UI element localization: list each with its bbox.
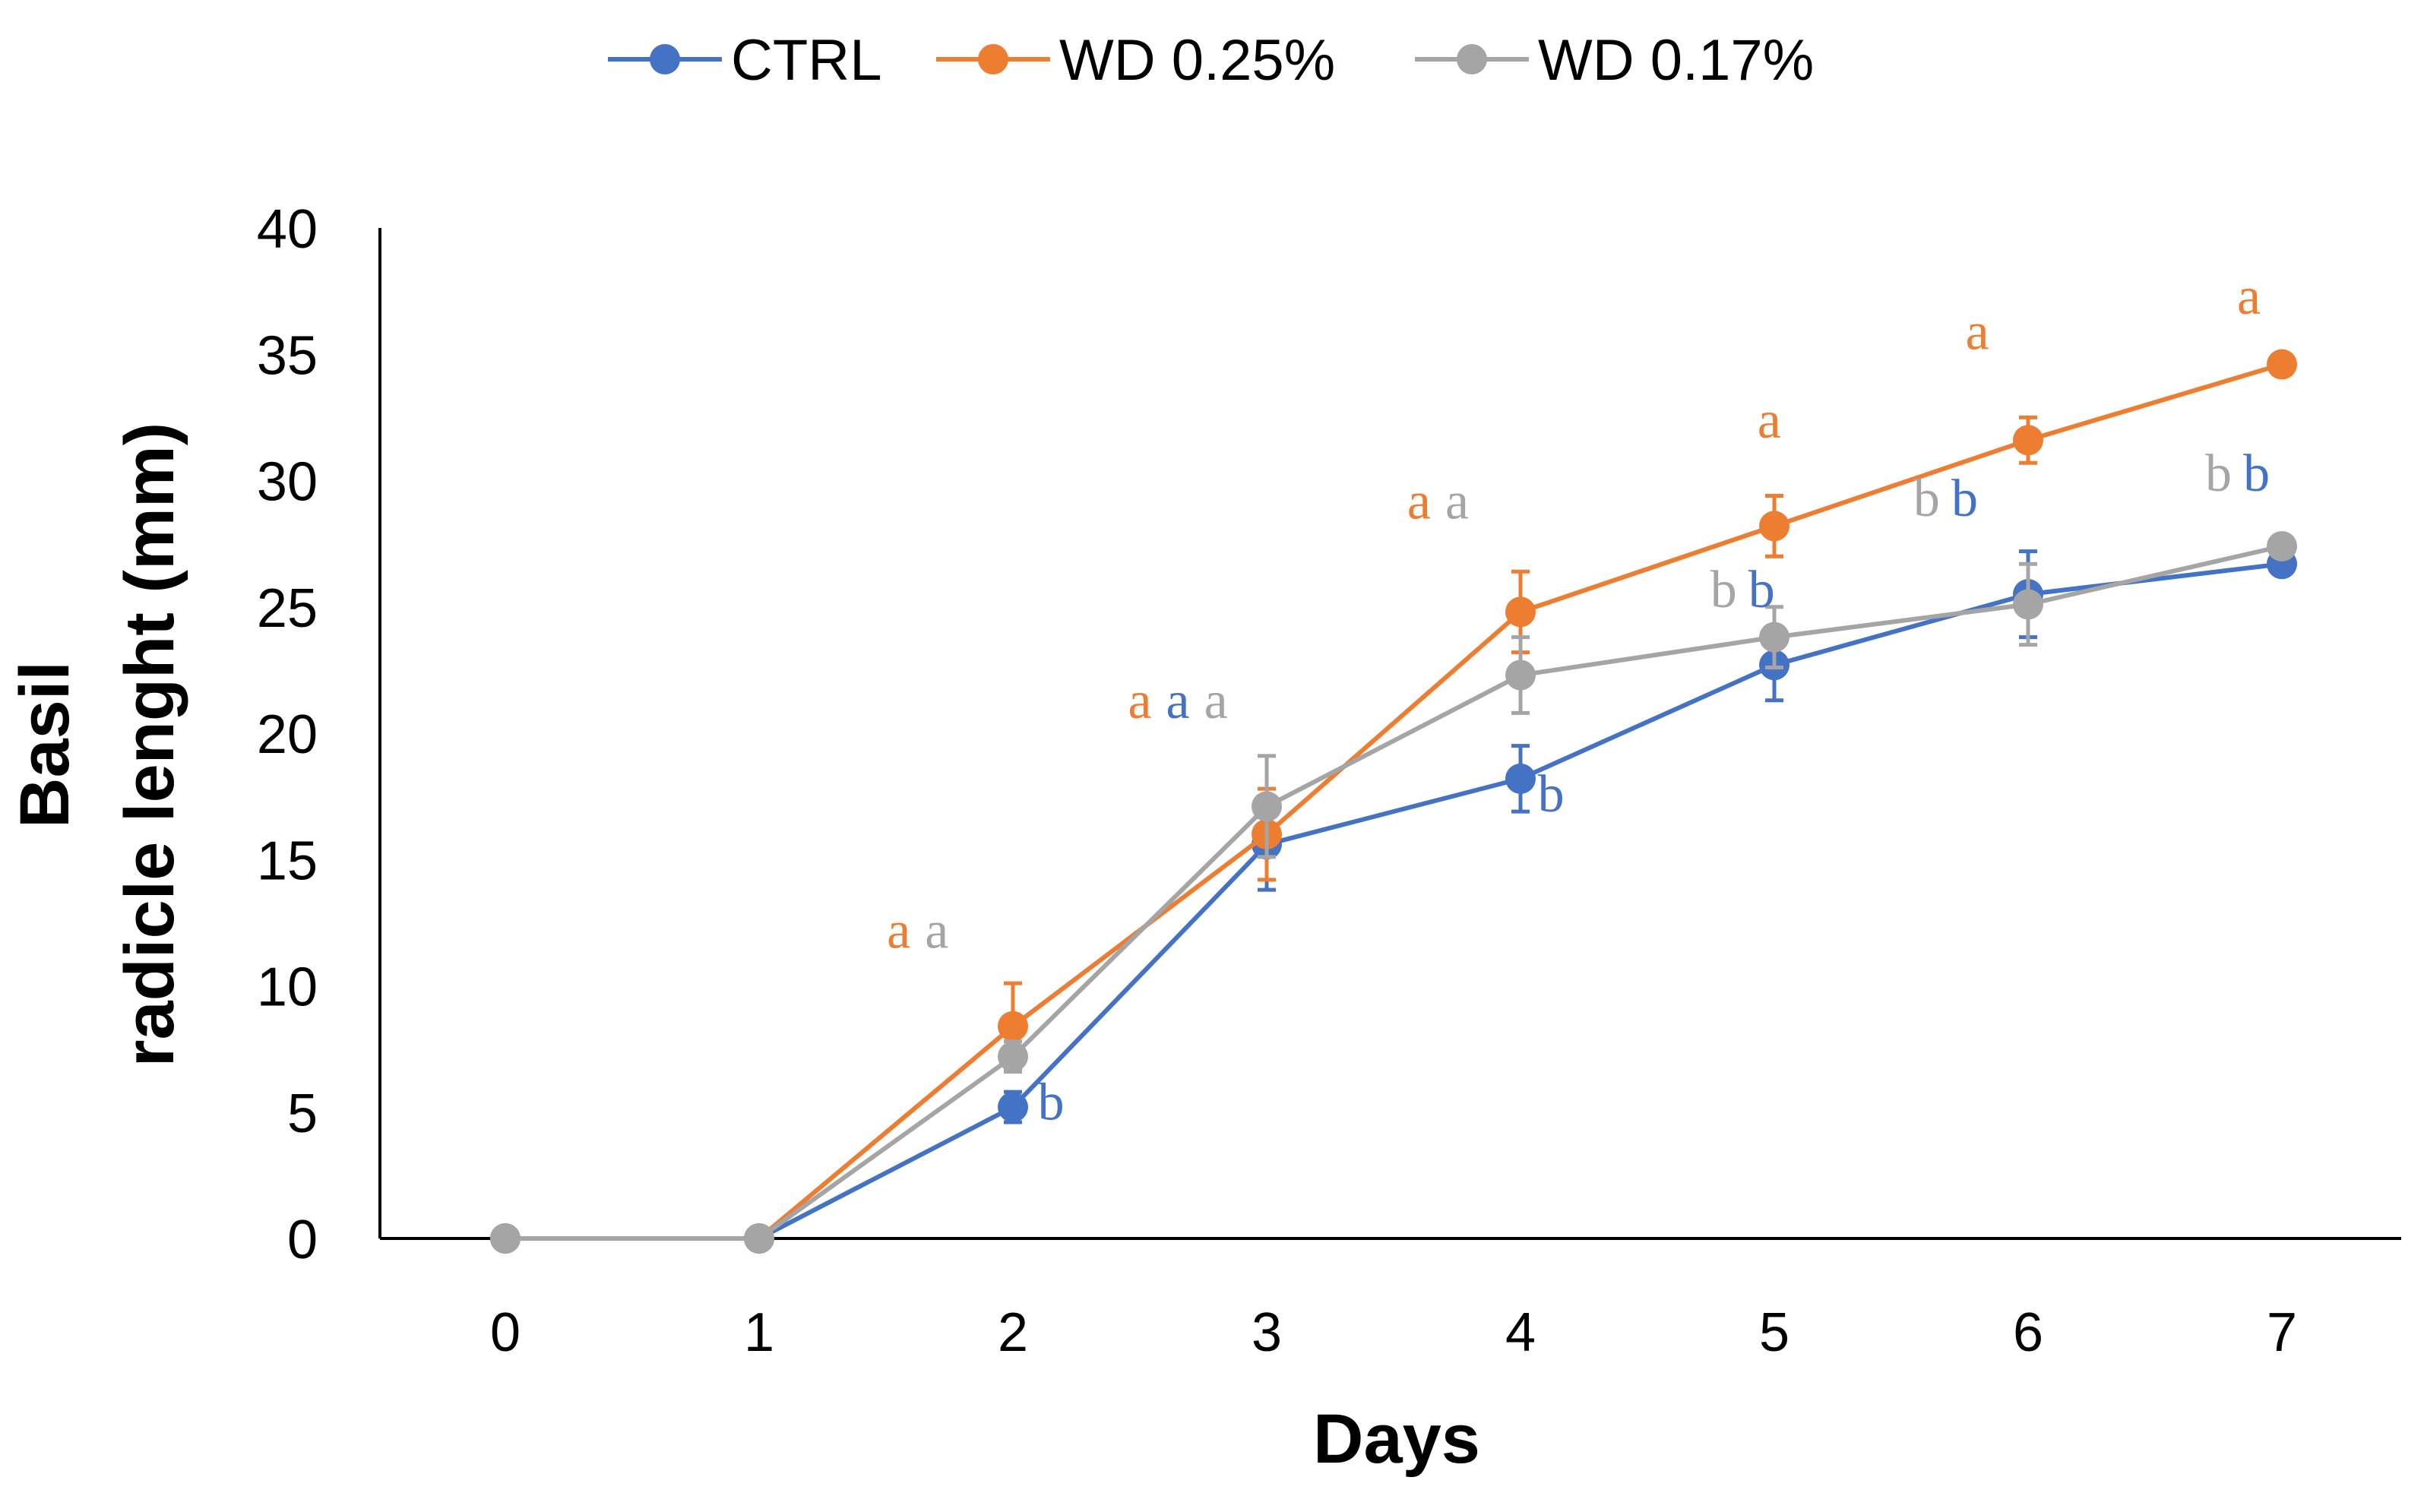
y-tick-label: 20	[257, 704, 318, 765]
y-tick-label: 40	[257, 199, 318, 260]
data-point	[1759, 511, 1790, 542]
significance-letter: b	[1710, 561, 1737, 619]
data-point	[2267, 349, 2297, 380]
series-wd-0-17-	[490, 530, 2297, 1254]
legend-item: WD 0.17%	[1415, 28, 1814, 93]
data-point	[2267, 530, 2297, 561]
y-tick-label: 0	[287, 1210, 318, 1270]
y-tick-label: 5	[287, 1083, 318, 1144]
x-axis-title: Days	[1313, 1400, 1480, 1478]
legend-swatch-marker	[978, 44, 1008, 74]
legend-label: WD 0.25%	[1059, 28, 1335, 93]
x-axis-ticks: 0 1 2 3 4 5 6 7	[490, 1302, 2297, 1363]
significance-letter: b	[1748, 561, 1775, 619]
data-point	[998, 1011, 1028, 1042]
y-axis-ticks: 0 5 10 15 20 25 30 35 40	[257, 199, 318, 1270]
data-point	[1505, 596, 1536, 628]
x-tick-label: 4	[1505, 1302, 1536, 1363]
y-axis-title-line-2: radicle lenght (mm)	[111, 422, 188, 1068]
y-tick-label: 15	[257, 830, 318, 891]
legend-swatch-marker	[1457, 44, 1487, 74]
series-ctrl	[490, 549, 2297, 1254]
significance-letter: a	[1128, 672, 1151, 730]
significance-letter: b	[1538, 765, 1565, 824]
data-point	[744, 1223, 774, 1254]
significance-letter: b	[1038, 1074, 1065, 1132]
significance-letter: a	[925, 902, 948, 960]
data-point	[2013, 589, 2043, 620]
x-tick-label: 5	[1759, 1302, 1790, 1363]
significance-letter: a	[1966, 303, 1989, 362]
series-wd-0-25-	[490, 349, 2297, 1254]
significance-letter: a	[2237, 267, 2261, 326]
significance-letter: b	[2205, 444, 2232, 503]
legend-swatch-marker	[650, 44, 680, 74]
y-tick-label: 25	[257, 578, 318, 639]
x-tick-label: 3	[1252, 1302, 1282, 1363]
significance-letter: a	[1758, 391, 1781, 450]
data-point	[1505, 763, 1536, 794]
y-axis-title-line-1: Basil	[6, 661, 84, 828]
x-tick-label: 7	[2267, 1302, 2297, 1363]
series-line	[505, 362, 2283, 1241]
chart-legend: CTRL WD 0.25% WD 0.17%	[608, 28, 1814, 93]
y-tick-label: 35	[257, 325, 318, 386]
significance-letter: a	[1204, 672, 1228, 730]
axes	[378, 228, 2401, 1240]
x-tick-label: 2	[998, 1302, 1028, 1363]
y-tick-label: 10	[257, 957, 318, 1018]
y-axis-title: Basil radicle lenght (mm)	[6, 422, 188, 1068]
data-point	[998, 1092, 1028, 1123]
legend-item: WD 0.25%	[936, 28, 1335, 93]
x-tick-label: 0	[490, 1302, 521, 1363]
y-tick-label: 30	[257, 452, 318, 513]
significance-letter: b	[2243, 444, 2270, 503]
series-line	[505, 544, 2283, 1241]
significance-letter: b	[1913, 470, 1940, 528]
data-point	[1505, 660, 1536, 691]
data-point	[1252, 791, 1282, 822]
significance-letter: a	[887, 902, 910, 960]
data-point	[490, 1223, 521, 1254]
series-layer	[490, 349, 2297, 1254]
significance-letter: a	[1445, 472, 1469, 530]
significance-letter: a	[1407, 472, 1431, 530]
significance-letter: a	[1166, 672, 1190, 730]
series-line	[505, 561, 2283, 1241]
data-point	[2013, 425, 2043, 456]
x-tick-label: 1	[744, 1302, 774, 1363]
data-point	[998, 1041, 1028, 1072]
legend-label: CTRL	[731, 28, 881, 93]
significance-letter: b	[1951, 470, 1978, 528]
legend-label: WD 0.17%	[1538, 28, 1814, 93]
data-point	[1759, 622, 1790, 653]
legend-item: CTRL	[608, 28, 881, 93]
x-tick-label: 6	[2013, 1302, 2043, 1363]
